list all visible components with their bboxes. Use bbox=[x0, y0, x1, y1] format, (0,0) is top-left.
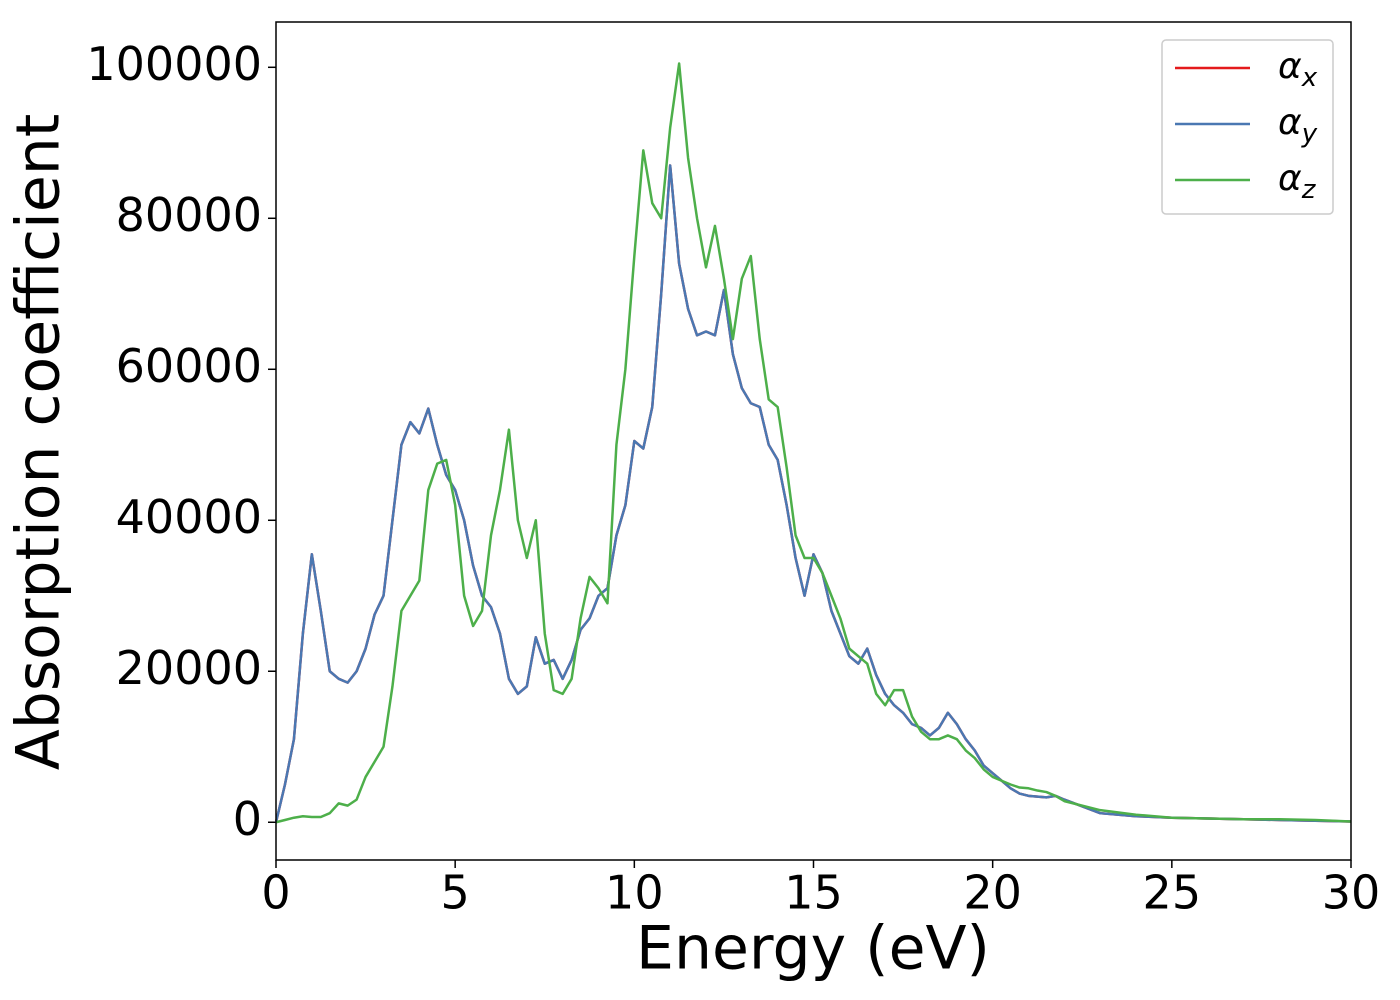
legend-label-sub: y bbox=[1301, 119, 1318, 149]
x-tick-label: 10 bbox=[605, 866, 664, 920]
legend-label-main: α bbox=[1278, 46, 1302, 87]
x-tick-label: 15 bbox=[784, 866, 843, 920]
line-series bbox=[275, 62, 1352, 824]
y-tick-label: 40000 bbox=[116, 490, 262, 544]
legend-label: αz bbox=[1278, 158, 1317, 205]
y-tick-label: 20000 bbox=[116, 641, 262, 695]
legend-box bbox=[1161, 39, 1334, 215]
y-tick-label: 0 bbox=[233, 792, 262, 846]
y-axis-label: Absorption coefficient bbox=[4, 114, 74, 771]
y-tick-label: 100000 bbox=[86, 37, 262, 91]
x-axis-label: Energy (eV) bbox=[636, 914, 990, 984]
legend-label-sub: z bbox=[1301, 175, 1317, 205]
y-tick-label: 80000 bbox=[116, 188, 262, 242]
line-series bbox=[274, 164, 1352, 823]
y-tick-label: 60000 bbox=[116, 339, 262, 393]
x-tick-label: 0 bbox=[261, 866, 290, 920]
legend-label-sub: x bbox=[1301, 63, 1318, 93]
x-tick-label: 25 bbox=[1143, 866, 1202, 920]
x-tick-label: 20 bbox=[963, 866, 1022, 920]
x-tick-label: 5 bbox=[441, 866, 470, 920]
legend-label-main: α bbox=[1278, 102, 1302, 143]
legend-label-main: α bbox=[1278, 158, 1302, 199]
x-tick-label: 30 bbox=[1322, 866, 1381, 920]
legend-label: αy bbox=[1278, 102, 1318, 149]
line-series bbox=[274, 164, 1352, 823]
plot-frame bbox=[275, 21, 1352, 861]
legend-label: αx bbox=[1278, 46, 1318, 93]
